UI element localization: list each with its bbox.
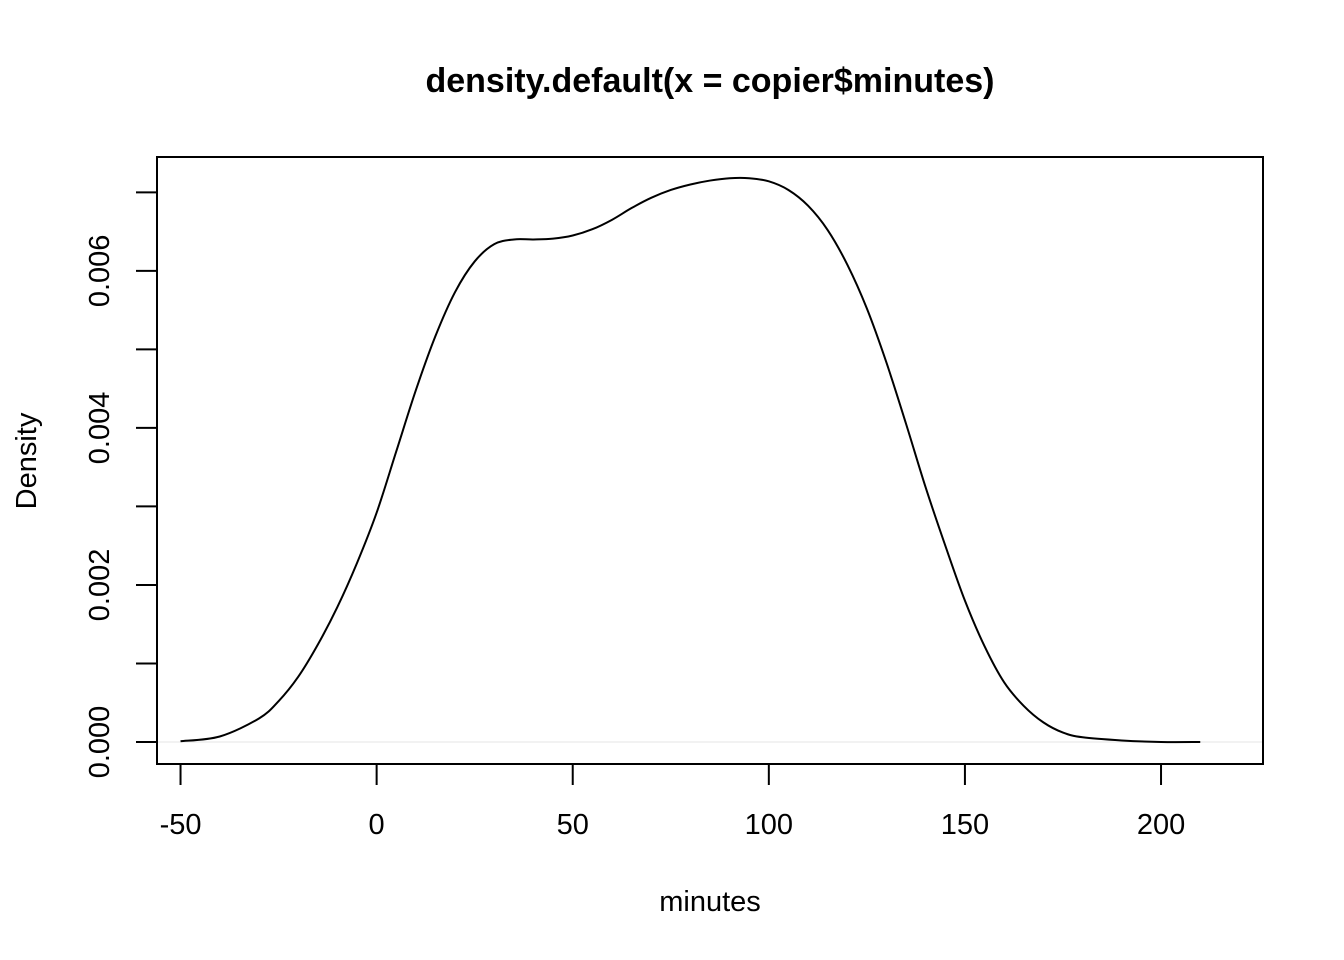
plot-frame bbox=[156, 156, 1264, 765]
x-tick-label: -50 bbox=[160, 809, 202, 841]
x-axis-label: minutes bbox=[659, 886, 761, 918]
density-curve bbox=[180, 176, 1201, 744]
y-tick-label: 0.000 bbox=[84, 706, 116, 779]
x-tick-label: 100 bbox=[745, 809, 793, 841]
x-tick-label: 50 bbox=[557, 809, 589, 841]
y-axis: 0.000 0.002 0.004 0.006 bbox=[84, 191, 158, 779]
y-axis-label: Density bbox=[11, 412, 43, 509]
x-tick-label: 0 bbox=[369, 809, 385, 841]
x-tick-label: 200 bbox=[1137, 809, 1185, 841]
y-tick-label: 0.004 bbox=[84, 392, 116, 465]
x-tick-label: 150 bbox=[941, 809, 989, 841]
x-axis: -50 0 50 100 150 200 bbox=[160, 763, 1185, 841]
chart-title: density.default(x = copier$minutes) bbox=[425, 62, 994, 100]
y-tick-label: 0.002 bbox=[84, 549, 116, 622]
y-tick-label: 0.006 bbox=[84, 235, 116, 308]
